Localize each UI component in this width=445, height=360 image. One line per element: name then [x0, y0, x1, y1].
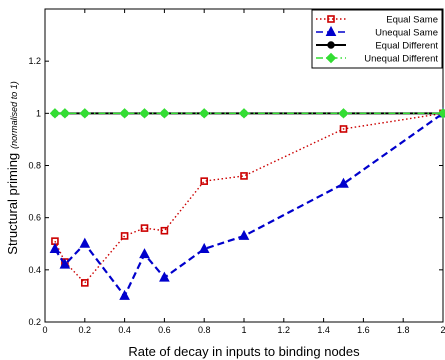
legend-marker: [327, 15, 335, 23]
data-point: [338, 108, 349, 119]
x-tick-label: 0: [42, 325, 47, 335]
data-point: [79, 237, 91, 248]
data-point: [120, 232, 129, 240]
data-point: [238, 108, 250, 119]
legend-marker: [327, 41, 335, 49]
x-tick-label: 0.6: [158, 325, 171, 335]
y-axis-title-note: (normalised to 1): [9, 81, 19, 149]
series-3: [49, 108, 445, 119]
series-line: [54, 112, 444, 299]
legend-label: Equal Different: [375, 41, 438, 52]
x-tick-label: 1.4: [317, 325, 330, 335]
y-tick-label: 1.2: [28, 56, 41, 66]
series-layer: [49, 107, 445, 300]
axes: 0 0.2 0.4 0.6 0.8 1 1.2 1.4 1.6 1.8 20.20.40.60.81…: [28, 8, 445, 335]
series-0: [51, 109, 445, 287]
legend-marker: [325, 25, 337, 36]
data-point: [159, 271, 170, 282]
x-axis-title: Rate of decay in inputs to binding nodes: [128, 344, 360, 359]
data-point: [59, 108, 71, 119]
x-tick-label: 0.4: [118, 325, 131, 335]
data-point: [81, 279, 89, 287]
data-point: [160, 226, 169, 235]
x-tick-label: 1.2: [278, 325, 291, 335]
data-point: [49, 108, 61, 119]
y-tick-label: 0.6: [28, 213, 41, 223]
data-point: [238, 229, 250, 240]
x-tick-label: 0.2: [79, 325, 92, 335]
data-point: [119, 108, 130, 119]
data-point: [139, 108, 150, 119]
series-1: [49, 107, 445, 300]
data-point: [49, 242, 61, 253]
y-tick-label: 0.4: [28, 265, 41, 275]
data-point: [338, 177, 349, 188]
legend-label: Equal Same: [386, 15, 438, 26]
legend-label: Unequal Same: [375, 28, 438, 39]
data-point: [159, 108, 170, 119]
data-point: [139, 248, 150, 259]
data-point: [79, 108, 91, 119]
data-point: [240, 172, 248, 180]
legend-item: Equal Different: [316, 41, 438, 52]
series-line: [54, 112, 444, 284]
legend-item: Unequal Different: [316, 52, 438, 65]
data-point: [59, 258, 71, 269]
x-tick-label: 1.8: [397, 325, 410, 335]
x-tick-label: 2: [440, 325, 445, 335]
data-point: [437, 108, 445, 119]
legend: Equal Same Unequal Same Equal Different Une…: [311, 9, 443, 69]
data-point: [198, 108, 210, 119]
data-point: [119, 289, 130, 300]
legend-item: Unequal Same: [316, 25, 438, 39]
y-axis-title-main: Structural priming: [5, 153, 20, 255]
y-axis-title: Structural priming (normalised to 1): [5, 81, 20, 254]
y-tick-label: 0.8: [28, 161, 41, 171]
y-tick-label: 0.2: [28, 317, 41, 327]
legend-marker: [325, 52, 337, 64]
legend-label: Unequal Different: [364, 54, 438, 65]
x-tick-label: 1.6: [357, 325, 370, 335]
y-tick-label: 1: [36, 108, 41, 118]
x-tick-label: 0.8: [198, 325, 211, 335]
data-point: [140, 224, 149, 232]
legend-item: Equal Same: [316, 15, 438, 26]
data-point: [200, 177, 208, 185]
x-tick-label: 1: [241, 325, 246, 335]
data-point: [339, 125, 348, 133]
data-point: [198, 242, 210, 253]
